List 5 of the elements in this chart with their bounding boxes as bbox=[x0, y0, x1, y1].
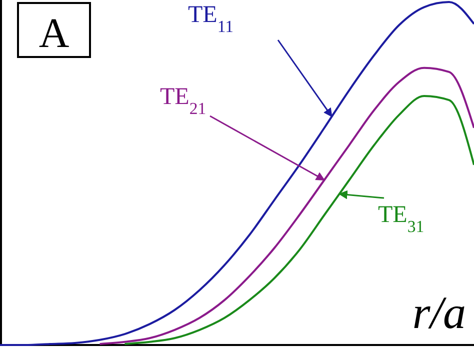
text: TE$_{11}$ bbox=[188, 2, 234, 36]
annotation: A bbox=[38, 11, 70, 57]
text: TE$_{21}$ bbox=[160, 84, 206, 118]
legend-label: TE$_{31}$ bbox=[378, 202, 424, 236]
x-axis-title: r/a bbox=[412, 287, 466, 338]
